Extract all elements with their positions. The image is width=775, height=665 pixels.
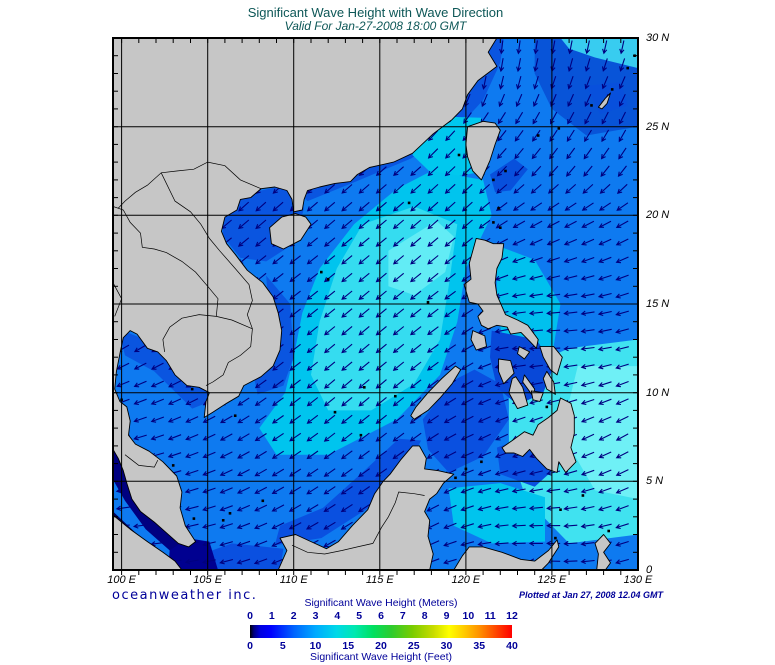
axis-ticks xyxy=(114,39,637,575)
meters-tick-3: 3 xyxy=(312,610,319,622)
meters-tick-10: 10 xyxy=(462,610,475,622)
feet-tick-30: 30 xyxy=(440,640,453,652)
colorbar-gradient xyxy=(250,625,512,638)
meters-tick-12: 12 xyxy=(506,610,518,622)
meters-tick-6: 6 xyxy=(378,610,384,622)
land-luzon xyxy=(463,237,539,349)
border-vietnam-laos-cambodia xyxy=(160,172,253,386)
lat-label-0: 0 xyxy=(646,564,653,576)
lat-label-25: 25 N xyxy=(646,120,670,133)
feet-tick-40: 40 xyxy=(506,640,518,652)
border-thailand-laos xyxy=(118,207,219,317)
colorbar-title-meters: Significant Wave Height (Meters) xyxy=(304,597,458,609)
lon-label-100: 100 E xyxy=(107,574,136,586)
oceanweather-logo: oceanweather inc. xyxy=(112,588,258,603)
lon-label-105: 105 E xyxy=(193,574,223,586)
land-sumatra xyxy=(113,514,183,570)
lon-label-130: 130 E xyxy=(623,574,653,586)
feet-tick-35: 35 xyxy=(473,640,486,652)
lon-label-115: 115 E xyxy=(365,574,394,586)
lon-label-110: 110 E xyxy=(279,574,308,586)
land-masbate xyxy=(517,346,531,360)
land-mainland-asia xyxy=(113,38,498,548)
meters-tick-7: 7 xyxy=(399,610,406,622)
land-borneo xyxy=(277,445,455,570)
meters-tick-1: 1 xyxy=(268,610,275,622)
border-kalimantan-malaysia xyxy=(291,491,425,555)
land-mindanao xyxy=(501,397,577,473)
patch-pacific-se-bright xyxy=(569,366,638,500)
patch-taiwan-se-dark xyxy=(490,158,528,193)
feet-tick-25: 25 xyxy=(407,640,420,652)
plotted-timestamp: Plotted at Jan 27, 2008 12.04 GMT xyxy=(518,590,663,600)
feet-tick-5: 5 xyxy=(279,640,286,652)
patch-celebes-cyan xyxy=(448,483,545,544)
patch-visayas-dark xyxy=(490,330,554,406)
border-china-vietnam-laos xyxy=(113,161,262,209)
patch-borneo-coast-dark xyxy=(274,438,422,546)
land-mindoro xyxy=(470,330,487,351)
lon-label-120: 120 E xyxy=(451,574,481,586)
meters-tick-4: 4 xyxy=(334,610,341,622)
meters-tick-0: 0 xyxy=(247,610,253,622)
lat-label-15: 15 N xyxy=(646,298,670,310)
lon-label-125: 125 E xyxy=(537,574,567,586)
land-bohol xyxy=(530,390,544,402)
feet-tick-0: 0 xyxy=(247,640,253,652)
meters-tick-5: 5 xyxy=(356,610,363,622)
feet-tick-15: 15 xyxy=(342,640,355,652)
lat-label-20: 20 N xyxy=(646,209,670,222)
border-thailand-cambodia xyxy=(162,314,253,352)
border-malaysia-thailand xyxy=(124,454,159,468)
patch-scs-bright xyxy=(388,220,454,296)
meters-tick-9: 9 xyxy=(443,610,450,622)
meters-tick-2: 2 xyxy=(290,610,297,622)
colorbar-title-feet: Significant Wave Height (Feet) xyxy=(309,651,452,663)
lat-label-30: 30 N xyxy=(646,32,670,44)
graticule-layer xyxy=(114,39,637,569)
feet-tick-20: 20 xyxy=(375,640,387,652)
feet-tick-10: 10 xyxy=(309,640,322,652)
patch-gulf-thailand-dark xyxy=(118,328,215,409)
page-title: Significant Wave Height with Wave Direct… xyxy=(247,5,504,20)
patch-ne-corner-light xyxy=(560,38,638,69)
land-samar xyxy=(539,346,563,376)
valid-time-subtitle: Valid For Jan-27-2008 18:00 GMT xyxy=(284,19,467,33)
map-frame xyxy=(112,37,639,571)
small-islands-layer xyxy=(120,54,636,540)
land-hainan xyxy=(269,213,312,250)
lat-label-5: 5 N xyxy=(646,475,664,488)
meters-tick-8: 8 xyxy=(421,610,428,622)
political-borders-layer xyxy=(113,161,425,555)
lat-label-10: 10 N xyxy=(646,386,670,399)
land-okinawa xyxy=(597,92,611,110)
land-sulawesi xyxy=(453,539,560,570)
land-halmahera xyxy=(594,534,611,570)
land-panay xyxy=(498,358,515,385)
land-taiwan xyxy=(465,120,501,181)
meters-tick-11: 11 xyxy=(484,610,496,622)
